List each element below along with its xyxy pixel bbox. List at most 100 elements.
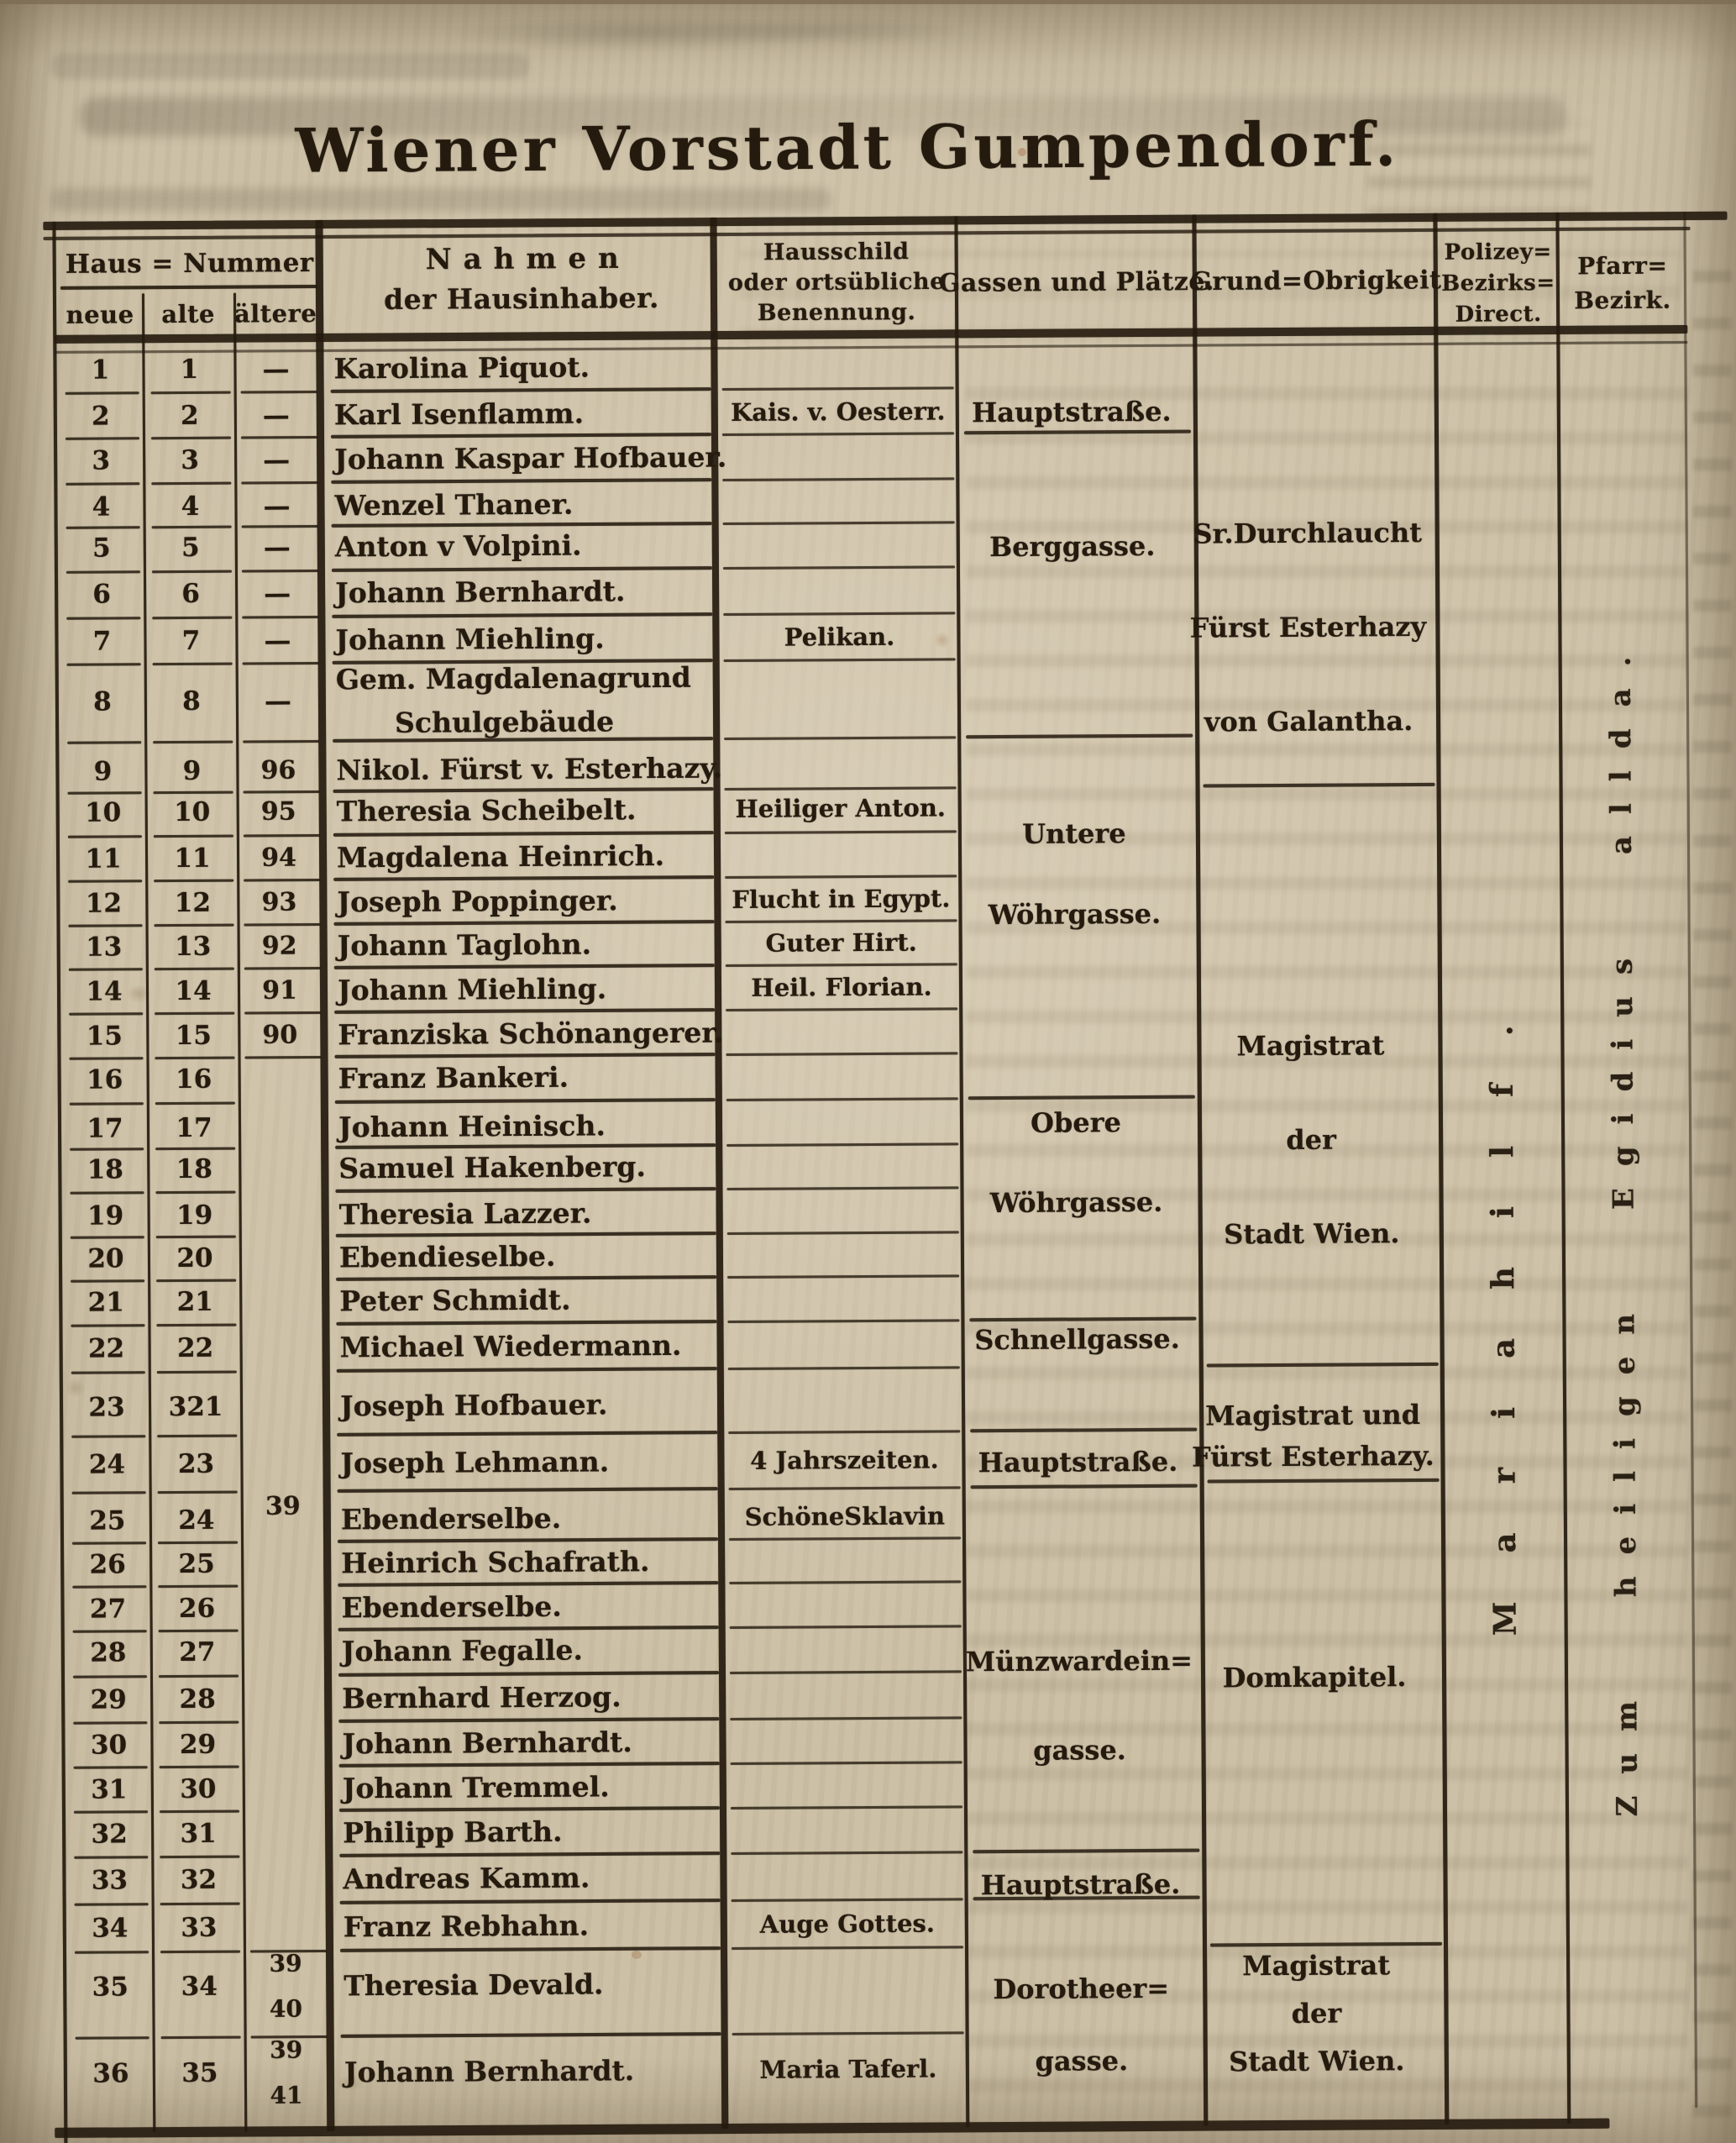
- street-label: Berggasse.: [989, 529, 1156, 564]
- rule-line: [72, 1541, 147, 1545]
- rule-line: [160, 1902, 240, 1905]
- col-header-pfarr-2: Bezirk.: [1574, 286, 1671, 315]
- street-label: Wöhrgasse.: [989, 1185, 1163, 1219]
- rule-line: [160, 1950, 241, 1953]
- cell-name: Theresia Lazzer.: [338, 1196, 592, 1232]
- rule-line: [158, 1541, 239, 1544]
- rule-line: [725, 962, 957, 967]
- cell-name: Bernhard Herzog.: [342, 1680, 621, 1715]
- cell-alte: 35: [181, 2057, 218, 2089]
- cell-alte: 12: [174, 887, 212, 919]
- cell-name: Franz Rebhahn.: [343, 1909, 590, 1944]
- rule-line: [963, 429, 1191, 435]
- rule-line: [331, 566, 712, 572]
- cell-name: Theresia Scheibelt.: [336, 793, 637, 828]
- rule-line: [155, 1190, 236, 1194]
- cell-alte: 21: [176, 1286, 213, 1318]
- rule-line: [970, 1484, 1198, 1489]
- cell-name: Ebenderselbe.: [341, 1589, 562, 1625]
- rule-line: [66, 662, 141, 666]
- cell-aeltere: —: [264, 624, 291, 657]
- rule-line: [243, 790, 320, 794]
- col-header-alte: alte: [161, 299, 216, 329]
- rule-line: [155, 1235, 236, 1238]
- rule-line: [158, 1584, 239, 1588]
- cell-hausschild: Pelikan.: [784, 622, 895, 652]
- rule-line: [336, 1320, 717, 1326]
- rule-line: [156, 1323, 237, 1326]
- rule-line: [72, 1629, 147, 1633]
- cell-hausschild: Flucht in Egypt.: [732, 884, 951, 914]
- rule-line: [334, 1053, 716, 1058]
- cell-neue: 8: [93, 686, 112, 717]
- cell-neue: 11: [85, 843, 122, 875]
- cell-name: Johann Miehling.: [337, 972, 607, 1007]
- col-header-pfarr: Pfarr=: [1577, 251, 1668, 281]
- cell-hausschild: Auge Gottes.: [759, 1909, 936, 1939]
- cell-alte: 8: [182, 685, 201, 717]
- cell-hausschild: 4 Jahrszeiten.: [750, 1445, 939, 1475]
- cell-name: Johann Fegalle.: [341, 1633, 584, 1668]
- cell-name: Joseph Poppinger.: [337, 884, 618, 919]
- rule-line: [723, 657, 956, 662]
- rule-line: [725, 918, 957, 923]
- rule-line: [338, 1671, 720, 1677]
- cell-neue: 32: [91, 1819, 128, 1850]
- rule-line: [66, 570, 140, 574]
- rule-line: [66, 481, 140, 486]
- rule-line: [75, 1950, 149, 1954]
- col-header-aeltere: ältere: [233, 298, 317, 328]
- cell-neue: 1: [91, 355, 110, 386]
- cell-neue: 4: [92, 491, 111, 523]
- rule-line: [729, 1536, 962, 1541]
- rule-line: [338, 1762, 720, 1767]
- cell-name: Johann Bernhardt.: [335, 575, 626, 610]
- authority-label: von Galantha.: [1204, 705, 1413, 738]
- rule-line: [155, 1101, 235, 1105]
- rule-line: [333, 831, 714, 837]
- cell-name: Nikol. Fürst v. Esterhazy.: [336, 751, 723, 787]
- rule-line: [731, 1945, 963, 1950]
- rule-line: [966, 733, 1193, 739]
- cell-name: Johann Kaspar Hofbauer.: [334, 440, 727, 476]
- cell-alte: 34: [181, 1971, 218, 2003]
- rule-line: [728, 1485, 961, 1490]
- col-header-polizey: Polizey=: [1444, 239, 1552, 265]
- rule-line: [150, 436, 232, 439]
- cell-alte: 11: [174, 843, 211, 875]
- rule-line: [333, 787, 714, 793]
- cell-neue: 17: [87, 1113, 123, 1144]
- cell-alte: 24: [178, 1505, 215, 1536]
- street-label: Untere: [1022, 817, 1126, 850]
- rule-line: [722, 565, 955, 570]
- rule-line: [160, 2035, 241, 2039]
- cell-neue: 21: [87, 1287, 124, 1318]
- rule-line: [244, 878, 321, 882]
- rule-line: [241, 524, 318, 528]
- cell-aeltere: 94: [261, 843, 297, 873]
- cell-name: Joseph Hofbauer.: [339, 1388, 608, 1423]
- rule-line: [335, 1232, 716, 1237]
- rule-line: [338, 1717, 720, 1723]
- page-title: Wiener Vorstadt Gumpendorf.: [295, 108, 1400, 186]
- rule-line: [242, 615, 319, 619]
- col-header-hausschild-2: oder ortsübliche: [727, 268, 945, 297]
- rule-line: [721, 431, 954, 436]
- rule-line: [331, 522, 712, 528]
- rule-line: [969, 1316, 1197, 1322]
- cell-name: Peter Schmidt.: [339, 1283, 571, 1318]
- rule-line: [333, 737, 714, 743]
- cell-name: Johann Heinisch.: [338, 1109, 606, 1144]
- cell-aeltere: —: [263, 531, 291, 564]
- rule-line: [151, 525, 232, 528]
- cell-neue: 26: [89, 1549, 126, 1580]
- rule-line: [338, 1537, 719, 1543]
- rule-line: [954, 216, 970, 2128]
- rule-line: [153, 740, 233, 743]
- cell-alte: 16: [175, 1064, 212, 1095]
- cell-name: Wenzel Thaner.: [334, 487, 574, 523]
- street-label: Wöhrgasse.: [988, 897, 1162, 932]
- rule-line: [70, 1190, 144, 1195]
- rule-line: [970, 1427, 1198, 1433]
- rule-line: [240, 435, 318, 439]
